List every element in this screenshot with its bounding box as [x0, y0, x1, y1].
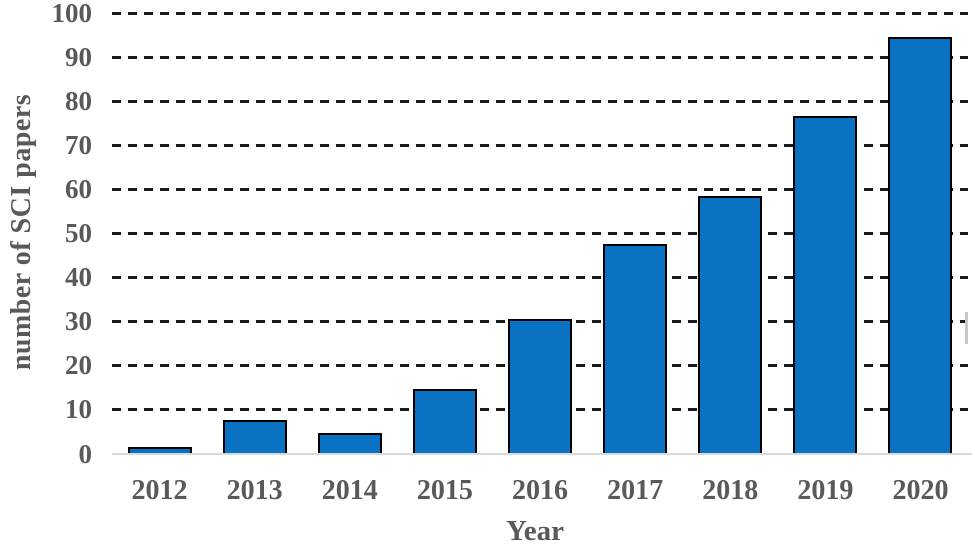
bar-2020	[888, 36, 953, 454]
x-tick-label-2020: 2020	[892, 475, 949, 506]
y-tick-label-80: 80	[65, 86, 92, 117]
y-tick-label-20: 20	[65, 350, 92, 381]
gridline-y100	[112, 11, 968, 15]
x-tick-label-2012: 2012	[131, 475, 188, 506]
y-tick-label-90: 90	[65, 42, 92, 73]
x-tick-label-2018: 2018	[702, 475, 759, 506]
gridline-y90	[112, 55, 968, 59]
x-tick-label-2017: 2017	[607, 475, 664, 506]
gridline-y60	[112, 187, 968, 191]
x-tick-label-2015: 2015	[416, 475, 473, 506]
x-tick-label-2019: 2019	[797, 475, 854, 506]
y-tick-label-50: 50	[65, 218, 92, 249]
gridline-y80	[112, 99, 968, 103]
bar-2015	[412, 389, 477, 454]
right-edge-artifact	[965, 312, 968, 344]
x-tick-label-2016: 2016	[512, 475, 568, 506]
x-tick-label-2014: 2014	[321, 475, 378, 506]
y-tick-label-70: 70	[65, 130, 92, 161]
gridline-y50	[112, 231, 968, 235]
y-tick-label-100: 100	[51, 0, 93, 28]
y-tick-label-40: 40	[65, 262, 92, 293]
x-axis-line	[112, 452, 972, 455]
y-tick-label-60: 60	[65, 174, 92, 205]
gridline-y40	[112, 275, 968, 279]
bar-2017	[603, 243, 668, 454]
bar-2013	[222, 420, 287, 454]
bar-2018	[698, 195, 763, 454]
bar-2012	[127, 446, 192, 454]
bar-2016	[508, 318, 572, 454]
x-axis-title: Year	[506, 515, 564, 547]
bar-2014	[317, 433, 382, 454]
gridline-y70	[112, 143, 968, 147]
y-tick-label-10: 10	[65, 394, 92, 425]
y-tick-label-30: 30	[65, 306, 92, 337]
x-tick-label-2013: 2013	[226, 475, 283, 506]
bar-2019	[793, 116, 858, 454]
y-tick-label-0: 0	[78, 438, 93, 469]
